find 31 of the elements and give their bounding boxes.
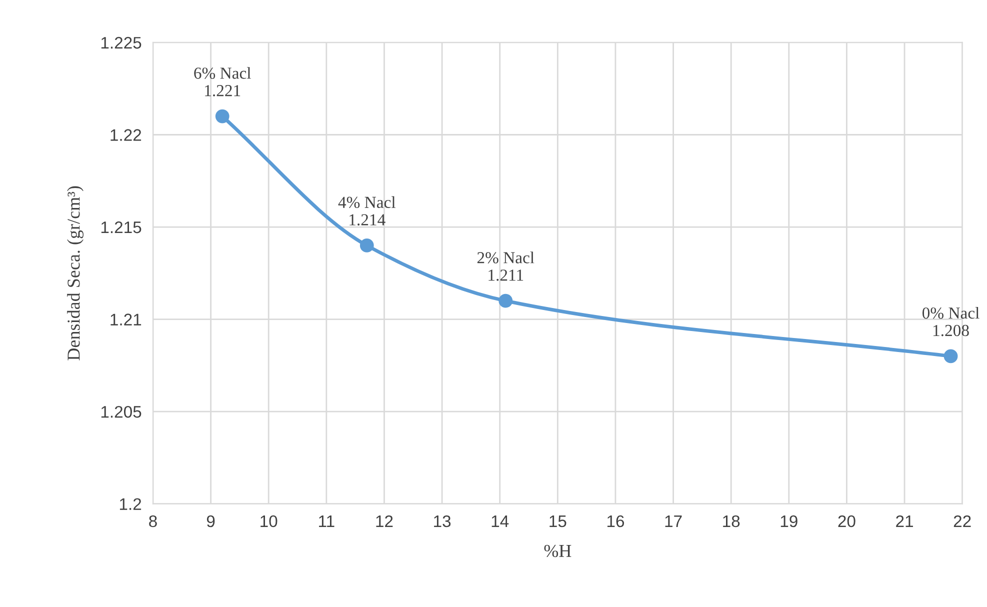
point — [360, 238, 374, 252]
x-axis-title: %H — [544, 544, 572, 558]
x-tick-label: 19 — [780, 515, 798, 528]
x-tick-label: 15 — [550, 516, 566, 528]
y-tick-label: 1.2 — [120, 498, 142, 510]
x-tick-label: 20 — [838, 515, 856, 528]
x-tick-label: 8 — [149, 515, 157, 528]
x-tick-label: 11 — [319, 516, 334, 527]
y-tick-label: 1.21 — [110, 314, 142, 326]
x-tick-label: 10 — [260, 515, 278, 528]
y-tick-label: 1.22 — [110, 129, 142, 141]
x-tick-label: 13 — [434, 515, 451, 528]
annotation: 2% Nacl 1.211 — [477, 252, 534, 281]
point — [944, 349, 958, 364]
annotation: 6% Nacl 1.221 — [194, 67, 251, 96]
x-tick-label: 18 — [723, 515, 740, 528]
y-tick-label: 1.215 — [101, 221, 142, 234]
x-tick-label: 12 — [376, 515, 393, 527]
x-tick-label: 21 — [896, 515, 913, 527]
annotation: 0% Nacl 1.208 — [922, 306, 980, 336]
x-tick-label: 14 — [492, 516, 509, 527]
x-tick-label: 22 — [954, 515, 971, 527]
point — [498, 294, 513, 308]
x-tick-label: 9 — [206, 515, 215, 528]
y-axis-title: Densidad Seca. (gr/cm³) — [67, 186, 84, 360]
point — [215, 109, 230, 124]
x-tick-label: 16 — [607, 515, 624, 528]
y-tick-label: 1.205 — [101, 406, 142, 418]
y-tick-label: 1.225 — [101, 36, 142, 49]
x-tick-label: 17 — [665, 516, 682, 527]
annotation: 4% Nacl 1.214 — [338, 196, 396, 226]
